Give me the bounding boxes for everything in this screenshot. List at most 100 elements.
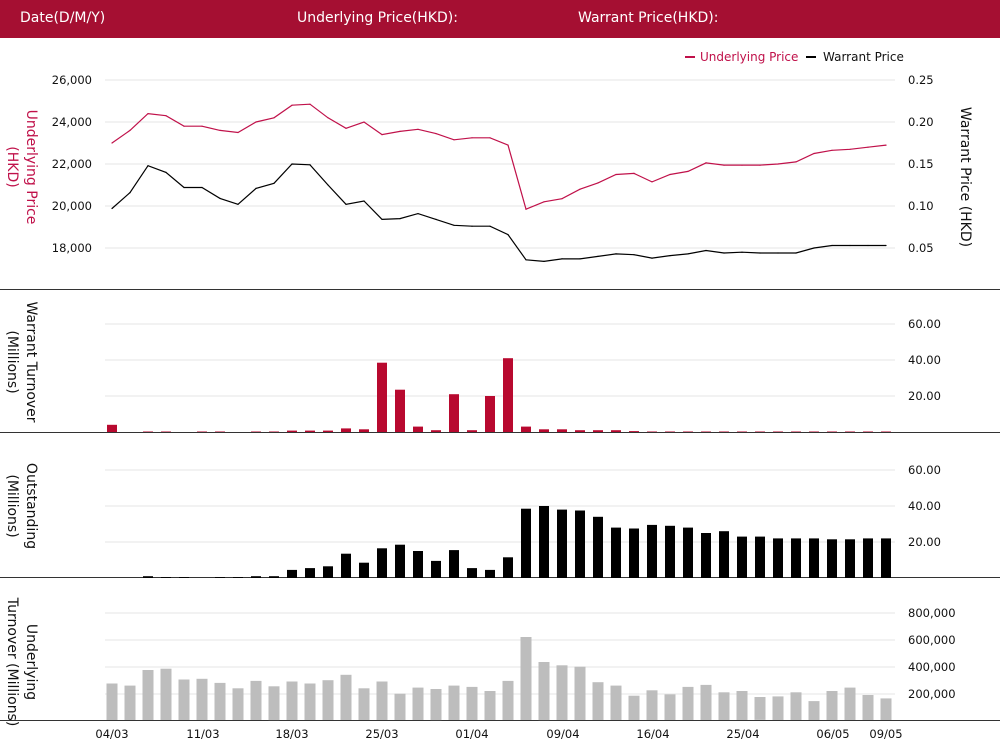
warrant-turnover-bar	[701, 431, 711, 432]
warrant-price-point	[723, 252, 725, 254]
warrant-price-point	[741, 251, 743, 253]
underlying-turnover-bar	[394, 693, 406, 720]
underlying-turnover-bar	[106, 683, 118, 720]
warrant-turnover-bar	[485, 396, 495, 432]
warrant-price-point	[165, 171, 167, 173]
underlying-price-point	[489, 137, 491, 139]
outstanding-bar	[251, 576, 261, 578]
warrant-turnover-bar	[431, 430, 441, 432]
underlying-price-point	[381, 134, 383, 136]
underlying-turnover-bar	[196, 678, 208, 720]
underlying-turnover-bar	[664, 694, 676, 720]
warrant-price-point	[399, 218, 401, 220]
warrant-turnover-bar	[467, 430, 477, 432]
underlying-turnover-bar	[286, 681, 298, 720]
outstanding-bar	[179, 577, 189, 578]
underlying-price-point	[453, 139, 455, 141]
warrant-price-point	[183, 186, 185, 189]
underlying-price-point	[795, 161, 797, 163]
warrant-price-point	[201, 186, 203, 189]
underlying-price-point	[525, 208, 527, 210]
warrant-price-point	[363, 200, 365, 202]
warrant-turnover-bar	[107, 424, 117, 432]
warrant-price-line	[111, 163, 886, 263]
outstanding-bar	[485, 569, 495, 578]
underlying-turnover-bar	[340, 674, 352, 720]
warrant-turnover-bar	[251, 431, 261, 432]
underlying-price-point	[687, 170, 689, 172]
warrant-turnover-bar	[341, 428, 351, 432]
outstanding-bar	[323, 566, 333, 578]
legend: Underlying Price Warrant Price	[685, 50, 904, 64]
outstanding-bar	[719, 531, 729, 578]
outstanding-bar	[395, 544, 405, 578]
warrant-price-point	[129, 192, 131, 194]
warrant-price-label: Warrant Price(HKD):	[578, 10, 719, 26]
underlying-price-point	[129, 129, 131, 131]
warrant-chart: Underlying Price Warrant Price Underlyin…	[0, 50, 1000, 741]
warrant-turnover-bar	[503, 358, 513, 432]
outstanding-bar	[611, 527, 621, 578]
y-right-tick-label: 0.25	[908, 73, 934, 87]
outstanding-tick-label: 20.00	[908, 535, 941, 549]
warrant-price-point	[633, 254, 635, 256]
outstanding-bar	[161, 577, 171, 578]
underlying-turnover-bar	[214, 682, 226, 720]
warrant-price-axis-title: Warrant Price (HKD)	[957, 107, 973, 247]
underlying-turnover-bar	[268, 686, 280, 721]
underlying-price-point	[417, 128, 419, 130]
outstanding-bar	[503, 557, 513, 578]
y-left-tick-label: 20,000	[52, 199, 92, 213]
underlying-turnover-tick-label: 400,000	[908, 660, 956, 674]
underlying-price-point	[561, 198, 563, 200]
underlying-turnover-bar	[304, 683, 316, 720]
warrant-turnover-bar	[323, 430, 333, 432]
underlying-turnover-bar	[556, 665, 568, 720]
warrant-price-point	[507, 234, 509, 236]
underlying-price-point	[255, 121, 257, 123]
warrant-turnover-bar	[755, 431, 765, 432]
warrant-turnover-tick-label: 60.00	[908, 317, 941, 331]
warrant-price-point	[237, 203, 239, 205]
y-right-tick-label: 0.15	[908, 157, 934, 171]
outstanding-bar	[341, 553, 351, 578]
warrant-turnover-tick-label: 20.00	[908, 389, 941, 403]
underlying-turnover-bar	[646, 690, 658, 720]
x-tick-label: 09/05	[869, 727, 902, 741]
x-tick-label: 18/03	[275, 727, 308, 741]
outstanding-bar	[773, 538, 783, 578]
underlying-turnover-bar	[808, 701, 820, 720]
outstanding-bar	[467, 568, 477, 578]
outstanding-bar	[269, 576, 279, 578]
underlying-turnover-bar	[322, 680, 334, 720]
underlying-price-point	[237, 131, 239, 134]
warrant-price-point	[435, 218, 437, 220]
outstanding-bar	[143, 576, 153, 578]
warrant-turnover-axis-title-line1: Warrant Turnover	[23, 301, 39, 422]
warrant-turnover-bar	[719, 431, 729, 432]
warrant-price-point	[417, 213, 419, 215]
underlying-turnover-axis-title-line2: Turnover (Millions)	[4, 597, 20, 727]
x-tick-label: 09/04	[546, 727, 579, 741]
warrant-turnover-bar	[215, 431, 225, 432]
warrant-turnover-bar	[827, 431, 837, 432]
warrant-price-point	[273, 182, 275, 184]
warrant-turnover-bar	[845, 431, 855, 432]
warrant-price-point	[849, 244, 851, 247]
warrant-price-point	[795, 252, 797, 254]
underlying-price-point	[633, 172, 635, 174]
underlying-turnover-bar	[250, 680, 262, 720]
y-left-tick-label: 22,000	[52, 157, 92, 171]
warrant-price-point	[147, 165, 149, 167]
warrant-turnover-bar	[863, 431, 873, 432]
y-right-tick-label: 0.05	[908, 241, 934, 255]
x-tick-label: 04/03	[95, 727, 128, 741]
warrant-turnover-bar	[665, 431, 675, 432]
underlying-price-point	[399, 130, 401, 132]
underlying-price-point	[867, 146, 869, 148]
outstanding-bar	[521, 508, 531, 578]
outstanding-bar	[305, 568, 315, 578]
warrant-price-point	[327, 184, 329, 186]
underlying-price-point	[705, 162, 707, 164]
underlying-price-point	[201, 125, 203, 127]
